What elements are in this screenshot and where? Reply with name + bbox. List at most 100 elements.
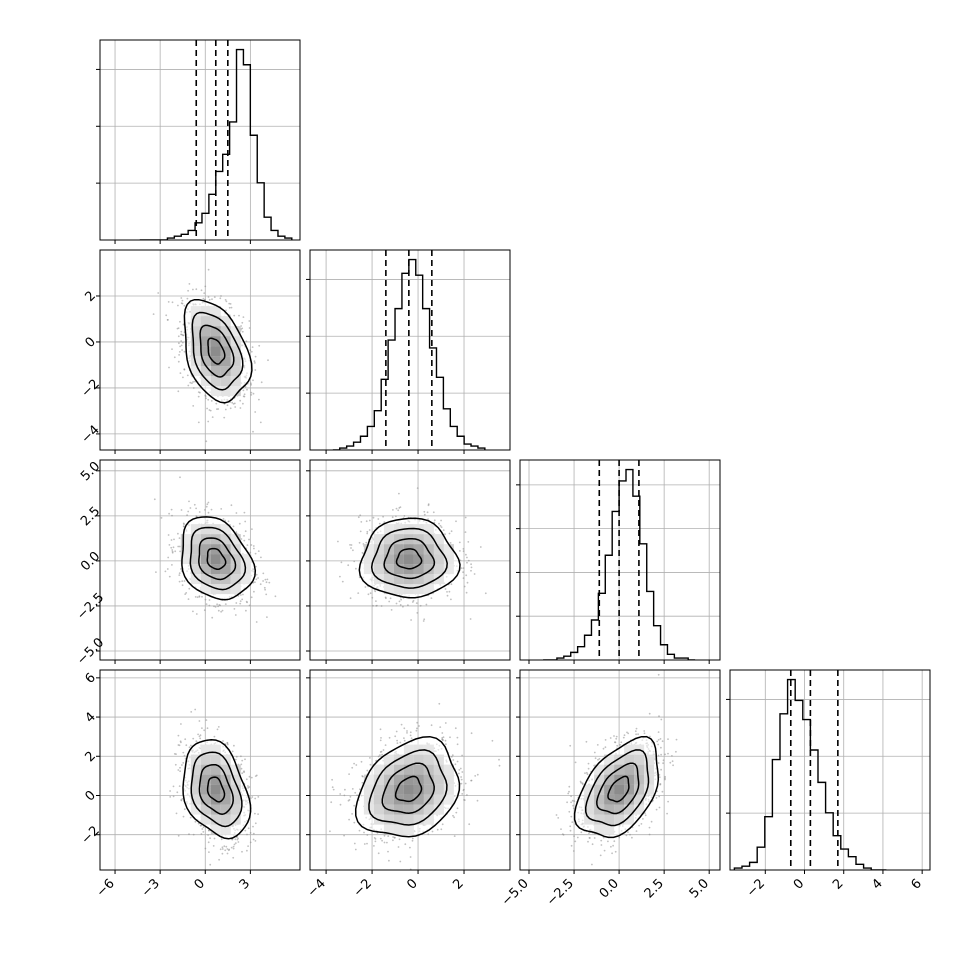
scatter-point (479, 546, 482, 548)
scatter-point (395, 602, 398, 605)
scatter-point (200, 289, 203, 292)
scatter-point (406, 730, 408, 732)
contour-level (190, 751, 243, 828)
scatter-point (249, 832, 252, 834)
scatter-point (239, 600, 242, 602)
scatter-point (233, 744, 235, 747)
scatter-point (351, 788, 354, 790)
scatter-point (221, 609, 224, 612)
scatter-point (197, 733, 200, 736)
scatter-point (241, 330, 244, 333)
scatter-point (430, 597, 433, 599)
scatter-point (186, 514, 189, 516)
scatter-point (262, 572, 265, 575)
scatter-point (254, 369, 257, 371)
scatter-point (350, 547, 352, 549)
scatter-point (178, 342, 180, 345)
scatter-point (384, 596, 387, 599)
scatter-point (449, 542, 452, 544)
scatter-point (178, 354, 181, 356)
scatter-point (181, 580, 184, 582)
scatter-point (228, 306, 231, 309)
scatter-point (180, 568, 182, 570)
scatter-point (245, 778, 248, 781)
contour-level (198, 763, 234, 815)
scatter-point (171, 514, 173, 517)
scatter-point (243, 770, 245, 773)
contour-level (182, 738, 252, 840)
scatter-point (416, 612, 419, 614)
scatter-point (206, 407, 209, 410)
scatter-point (264, 588, 266, 591)
scatter-point (231, 401, 234, 404)
scatter-point (223, 416, 226, 419)
scatter-point (212, 845, 215, 847)
scatter-point (442, 529, 445, 531)
scatter-point (347, 564, 350, 567)
scatter-point (192, 405, 195, 407)
scatter-point (240, 755, 242, 758)
scatter-point (409, 846, 411, 849)
scatter-point (194, 820, 197, 823)
scatter-point (180, 333, 182, 336)
scatter-point (216, 603, 219, 606)
scatter-point (241, 327, 244, 330)
scatter-point (377, 518, 380, 520)
scatter-point (213, 735, 216, 738)
scatter-point (444, 533, 446, 535)
scatter-point (205, 719, 208, 721)
scatter-point (227, 520, 230, 523)
scatter-point (188, 587, 191, 590)
scatter-point (185, 592, 188, 594)
scatter-point (355, 567, 357, 570)
contour-level (207, 337, 226, 365)
scatter-point (171, 348, 173, 350)
scatter-point (262, 580, 264, 582)
scatter-point (364, 586, 367, 588)
scatter-point (207, 420, 210, 423)
scatter-point (379, 837, 382, 840)
scatter-point (180, 330, 183, 333)
scatter-point (369, 757, 371, 759)
scatter-point (178, 580, 181, 583)
scatter-point (245, 340, 248, 343)
grid-layer (100, 40, 930, 870)
scatter-point (241, 772, 244, 775)
scatter-point (192, 288, 194, 291)
scatter-point (466, 561, 468, 564)
scatter-point (415, 602, 418, 604)
scatter-point (450, 755, 453, 758)
scatter-point (258, 344, 261, 347)
scatter-point (213, 296, 216, 298)
scatter-point (250, 382, 252, 385)
scatter-point (182, 522, 185, 525)
scatter-point (202, 297, 205, 300)
scatter-point (178, 574, 181, 576)
scatter-point (231, 750, 234, 753)
scatter-point (220, 838, 223, 841)
scatter-point (207, 268, 210, 271)
panel-3-1 (329, 702, 501, 870)
scatter-point (431, 830, 434, 833)
scatter-point (207, 834, 210, 836)
scatter-point (181, 299, 184, 302)
scatter-point (252, 430, 254, 433)
scatter-point (175, 753, 177, 755)
scatter-point (250, 596, 253, 599)
scatter-point (226, 404, 229, 407)
scatter-point (267, 359, 269, 362)
scatter-point (234, 614, 237, 616)
scatter-point (331, 786, 334, 789)
scatter-point (423, 513, 426, 516)
scatter-point (444, 588, 447, 590)
scatter-point (177, 734, 180, 737)
contour-level (198, 537, 237, 581)
scatter-point (177, 304, 179, 307)
scatter-point (204, 394, 207, 397)
scatter-point (259, 421, 262, 424)
scatter-point (470, 563, 472, 566)
scatter-point (398, 600, 401, 603)
scatter-point (234, 406, 237, 408)
scatter-point (168, 512, 171, 515)
scatter-point (255, 621, 258, 623)
